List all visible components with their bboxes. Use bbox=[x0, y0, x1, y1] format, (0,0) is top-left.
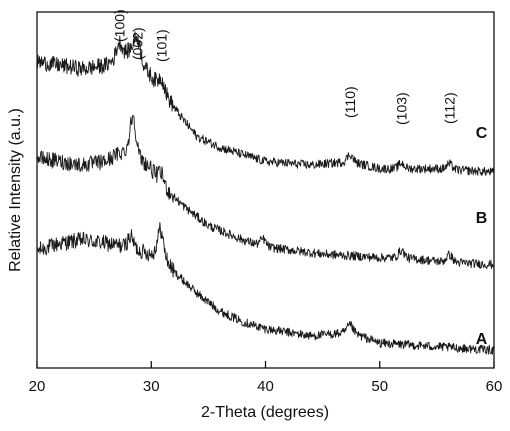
trace-b bbox=[36, 114, 495, 270]
peak-annotation: (110) bbox=[342, 86, 358, 118]
x-tick-label: 40 bbox=[257, 378, 274, 395]
peak-annotation: (101) bbox=[154, 29, 170, 62]
series-label-c: C bbox=[476, 125, 488, 142]
x-tick-label: 30 bbox=[143, 378, 160, 395]
y-axis-label: Relative Intensity (a.u.) bbox=[7, 108, 24, 272]
x-tick-label: 60 bbox=[486, 378, 503, 395]
x-ticks-layer: 20 30 40 50 60 bbox=[29, 361, 503, 395]
peak-annotation: (002) bbox=[130, 27, 146, 60]
trace-a bbox=[36, 221, 495, 355]
x-tick-label: 50 bbox=[371, 378, 388, 395]
series-labels-layer: A B C bbox=[476, 125, 488, 348]
traces-layer bbox=[36, 31, 495, 355]
series-label-a: A bbox=[476, 331, 488, 348]
peak-annotation: (103) bbox=[394, 92, 410, 125]
series-label-b: B bbox=[476, 210, 488, 227]
trace-c bbox=[36, 31, 495, 176]
x-axis-label: 2-Theta (degrees) bbox=[201, 404, 329, 421]
peak-annotation: (100) bbox=[111, 9, 127, 42]
peak-annotations-layer: (100)(002) (101) (110) (103) (112) bbox=[111, 9, 457, 125]
peak-annotation: (112) bbox=[441, 92, 457, 124]
x-tick-label: 20 bbox=[29, 378, 46, 395]
